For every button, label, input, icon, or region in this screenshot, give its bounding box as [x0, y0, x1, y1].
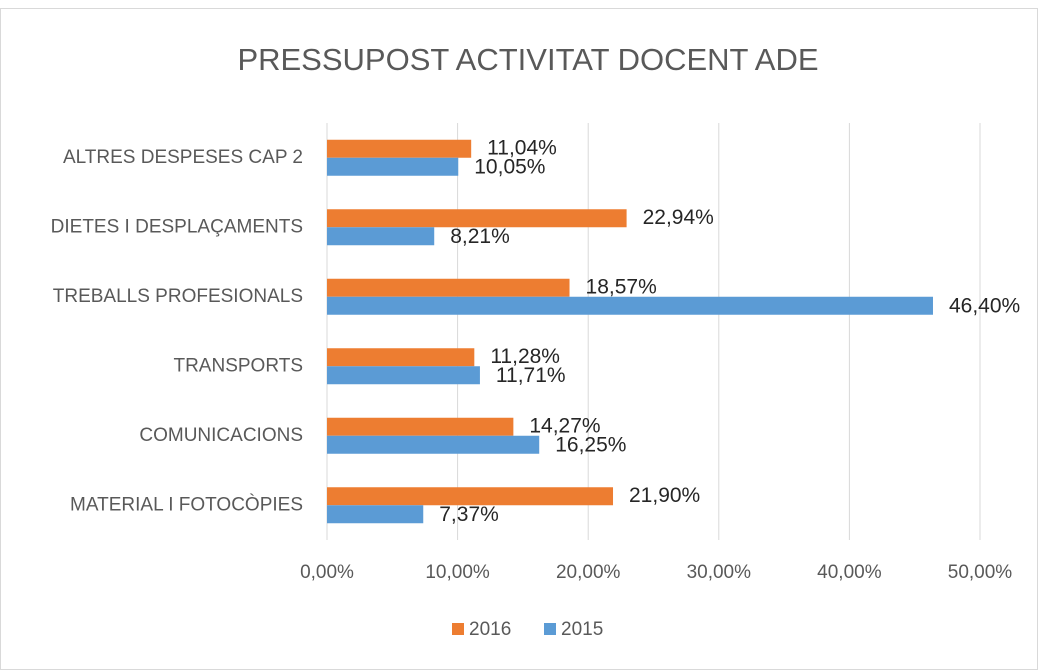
data-label: 22,94%: [643, 206, 714, 229]
data-label: 16,25%: [555, 433, 626, 456]
x-tick-label: 50,00%: [948, 562, 1013, 583]
x-tick-label: 20,00%: [556, 562, 621, 583]
legend-label: 2016: [469, 619, 511, 640]
data-label: 8,21%: [450, 225, 510, 248]
bar: [327, 417, 514, 436]
y-tick-label: COMUNICACIONS: [139, 425, 303, 446]
data-label: 46,40%: [949, 294, 1020, 317]
chart-title: PRESSUPOST ACTIVITAT DOCENT ADE: [237, 42, 818, 77]
y-tick-label: ALTRES DESPESES CAP 2: [63, 147, 303, 168]
bar: [327, 296, 933, 315]
x-tick-label: 10,00%: [425, 562, 490, 583]
y-tick-label: DIETES I DESPLAÇAMENTS: [51, 216, 303, 237]
bar: [327, 435, 540, 454]
data-label: 14,27%: [529, 414, 600, 437]
bar: [327, 487, 614, 506]
legend-swatch: [544, 623, 556, 635]
y-tick-label: MATERIAL I FOTOCÒPIES: [70, 493, 303, 515]
bar: [327, 209, 627, 228]
legend-label: 2015: [561, 619, 603, 640]
bar: [327, 366, 480, 385]
bar: [327, 348, 475, 367]
data-label: 10,05%: [474, 155, 545, 178]
data-label: 11,04%: [487, 136, 557, 159]
data-label: 11,71%: [496, 364, 566, 387]
bar: [327, 157, 459, 176]
y-tick-label: TRANSPORTS: [173, 355, 303, 376]
y-tick-label: TREBALLS PROFESIONALS: [53, 286, 303, 307]
x-tick-label: 30,00%: [687, 562, 752, 583]
data-label: 11,28%: [490, 345, 560, 368]
x-tick-label: 0,00%: [300, 562, 354, 583]
data-label: 7,37%: [439, 503, 499, 526]
data-label: 21,90%: [629, 484, 700, 507]
bar: [327, 139, 472, 158]
bar: [327, 505, 424, 524]
data-label: 18,57%: [586, 275, 657, 298]
bar: [327, 227, 435, 246]
legend-swatch: [452, 623, 464, 635]
x-tick-label: 40,00%: [817, 562, 882, 583]
chart-frame: [0, 8, 1038, 670]
bar: [327, 278, 570, 297]
